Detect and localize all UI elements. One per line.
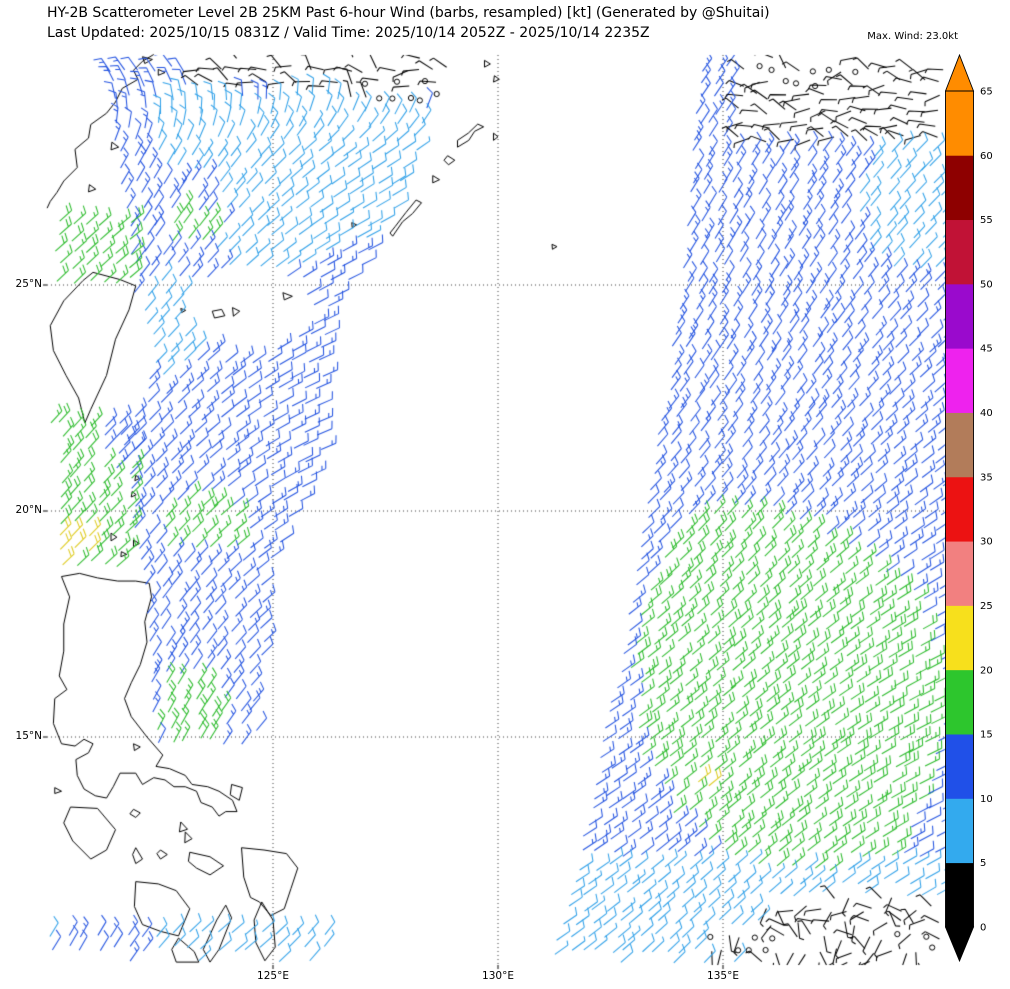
x-tick-label: 130°E <box>482 970 514 982</box>
x-tick-label: 125°E <box>257 970 289 982</box>
colorbar-segment <box>945 669 974 735</box>
colorbar-segment <box>945 734 974 799</box>
colorbar-segment <box>945 283 974 349</box>
y-tick-label: 15°N <box>15 730 42 742</box>
colorbar-tick-label: 5 <box>980 858 986 869</box>
colorbar-svg: 0 5 10 15 20 25 30 35 40 45 50 55 60 65 <box>944 53 993 963</box>
colorbar-segment <box>945 541 974 606</box>
colorbar-segment <box>945 605 974 671</box>
colorbar-tick-label: 65 <box>980 87 993 98</box>
colorbar-tick-label: 60 <box>980 151 993 162</box>
colorbar-under-arrow <box>944 926 975 963</box>
colorbar-tick-label: 0 <box>980 923 986 934</box>
y-tick-label: 25°N <box>15 278 42 290</box>
colorbar-over-arrow <box>944 53 975 92</box>
colorbar-segment <box>945 862 974 928</box>
colorbar-tick-label: 15 <box>980 730 993 741</box>
colorbar-tick-label: 20 <box>980 665 993 676</box>
colorbar-tick-label: 10 <box>980 794 993 805</box>
colorbar-tick-label: 25 <box>980 601 993 612</box>
colorbar-segment <box>945 476 974 542</box>
x-tick-label: 135°E <box>707 970 739 982</box>
colorbar-segment <box>945 348 974 413</box>
y-tick-label: 20°N <box>15 504 42 516</box>
colorbar-segment <box>945 219 974 285</box>
colorbar-segment <box>945 155 974 221</box>
colorbar-tick-label: 55 <box>980 215 993 226</box>
colorbar-segment <box>945 91 974 156</box>
colorbar-tick-label: 45 <box>980 344 993 355</box>
colorbar: 0 5 10 15 20 25 30 35 40 45 50 55 60 65 <box>944 53 1010 966</box>
colorbar-segment <box>945 798 974 864</box>
colorbar-segment <box>945 412 974 478</box>
colorbar-tick-label: 35 <box>980 472 993 483</box>
colorbar-tick-label: 30 <box>980 537 993 548</box>
colorbar-tick-label: 50 <box>980 279 993 290</box>
colorbar-tick-label: 40 <box>980 408 993 419</box>
